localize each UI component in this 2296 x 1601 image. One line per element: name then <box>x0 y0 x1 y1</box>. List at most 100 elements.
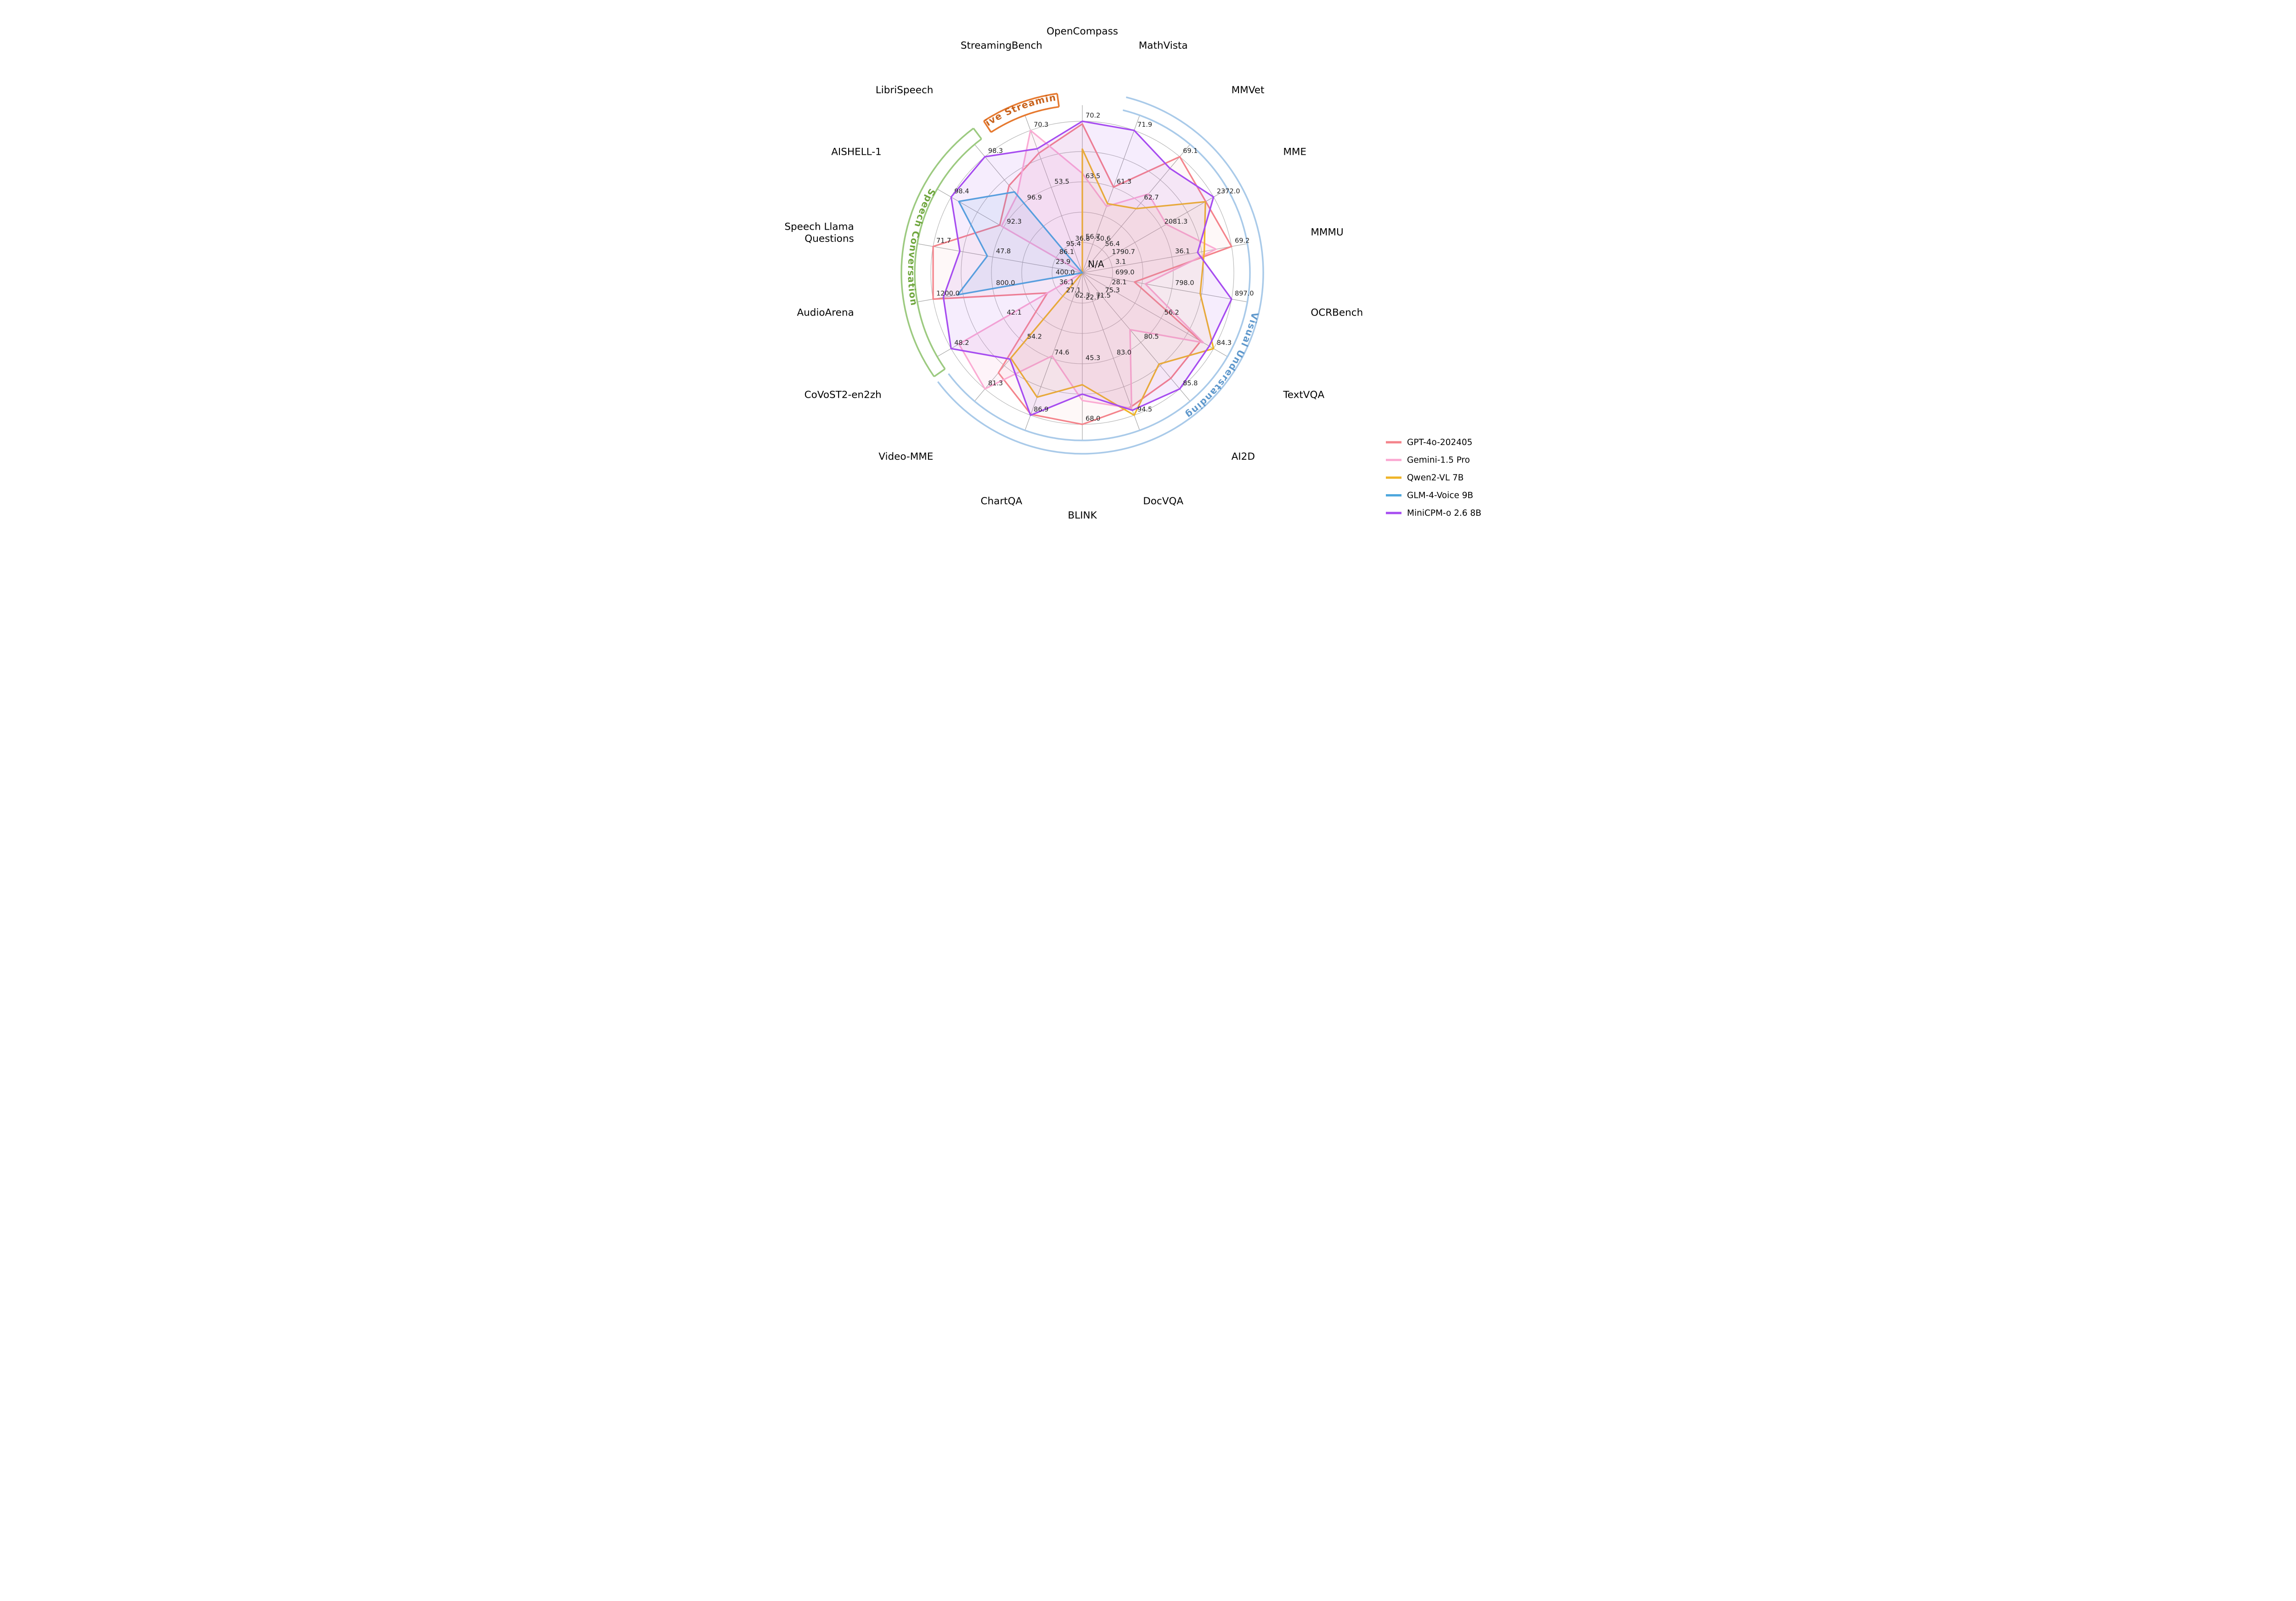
series-polygon-gemini-1-5-pro <box>958 130 1217 409</box>
axis-name-speech-llama-questions: Speech Llama Questions <box>784 221 854 244</box>
axis-name-docvqa: DocVQA <box>1143 496 1183 507</box>
ring-label-librispeech-r3: 96.9 <box>1027 194 1042 201</box>
legend: GPT-4o-202405 Gemini-1.5 Pro Qwen2-VL 7B GL… <box>1386 438 1481 518</box>
legend-label-gemini-1-5-pro: Gemini-1.5 Pro <box>1407 456 1470 465</box>
ring-label-ai2d-r1: 75.3 <box>1105 287 1120 294</box>
axis-name-mathvista: MathVista <box>1139 40 1188 51</box>
axis-spoke-speech-llama-questions <box>917 243 1083 273</box>
axis-name-audioarena: AudioArena <box>797 307 854 319</box>
ring-label-mathvista-r3: 61.3 <box>1117 178 1131 186</box>
ring-label-blink-r1: 22.7 <box>1086 294 1100 301</box>
legend-item-glm-4-voice-9b: GLM-4-Voice 9B <box>1386 491 1473 501</box>
legend-label-minicpm-o-2-6-8b: MiniCPM-o 2.6 8B <box>1407 508 1481 518</box>
group-arc-outer-speech-conversation <box>900 127 974 377</box>
ring-label-textvqa-r1: 28.1 <box>1112 279 1126 286</box>
group-arc-outer-live-streaming <box>983 93 1058 122</box>
group-arc-cap-speech-conversation-1 <box>973 128 982 140</box>
ring-label-aishell-1-r3: 92.3 <box>1007 218 1022 225</box>
ring-label-mme-r5: 2372.0 <box>1217 188 1240 195</box>
series-polygon-minicpm-o-2-6-8b <box>942 120 1232 416</box>
ring-label-docvqa-r3: 83.0 <box>1117 349 1131 356</box>
ring-label-speech-llama-questions-r1: 23.9 <box>1056 259 1070 266</box>
ring-label-ocrbench-r1: 699.0 <box>1115 269 1135 276</box>
ring-label-ai2d-r3: 80.5 <box>1144 333 1159 341</box>
group-arc-outer-visual-understanding <box>937 96 1264 455</box>
axis-name-ai2d: AI2D <box>1232 451 1255 462</box>
series-polygon-qwen2-vl-7b <box>1010 148 1215 416</box>
legend-label-gpt-4o-202405: GPT-4o-202405 <box>1407 438 1473 447</box>
ring-label-chartqa-r1: 62.3 <box>1075 292 1090 299</box>
ring-label-chartqa-r5: 86.9 <box>1034 406 1048 413</box>
group-arc-cap-live-streaming-1 <box>1056 93 1060 107</box>
group-arc-inner-speech-conversation <box>914 138 982 370</box>
ring-label-audioarena-r5: 1200.0 <box>936 290 960 297</box>
ring-label-speech-llama-questions-r3: 47.8 <box>996 248 1011 255</box>
group-arc-cap-live-streaming-0 <box>983 120 992 133</box>
axis-spoke-mme <box>1082 189 1228 273</box>
ring-label-streamingbench-r3: 53.5 <box>1054 178 1069 186</box>
axis-spoke-streamingbench <box>1024 115 1083 273</box>
ring-label-mmvet-r3: 62.7 <box>1144 194 1159 201</box>
axis-name-aishell-1: AISHELL-1 <box>831 147 881 158</box>
ring-label-librispeech-r1: 95.4 <box>1066 240 1081 248</box>
ring-label-ai2d-r5: 85.8 <box>1183 380 1198 387</box>
ring-label-covost2-en2zh-r1: 36.1 <box>1059 279 1074 286</box>
legend-item-qwen2-vl-7b: Qwen2-VL 7B <box>1386 473 1463 483</box>
axis-name-streamingbench: StreamingBench <box>961 40 1042 51</box>
ring-label-audioarena-r1: 400.0 <box>1056 269 1075 276</box>
ring-label-mmvet-r1: 56.4 <box>1105 240 1120 248</box>
ring-label-aishell-1-r1: 86.1 <box>1059 248 1074 256</box>
axis-spoke-ocrbench <box>1082 272 1248 302</box>
ring-label-mmmu-r5: 69.2 <box>1235 237 1249 245</box>
ring-label-mmmu-r1: 3.1 <box>1115 259 1126 266</box>
ring-label-docvqa-r1: 71.5 <box>1096 292 1111 299</box>
legend-label-qwen2-vl-7b: Qwen2-VL 7B <box>1407 473 1463 483</box>
ring-label-chartqa-r3: 74.6 <box>1054 349 1069 356</box>
legend-label-glm-4-voice-9b: GLM-4-Voice 9B <box>1407 491 1473 501</box>
ring-label-ocrbench-r5: 897.0 <box>1235 290 1254 297</box>
ring-label-mathvista-r1: 50.6 <box>1096 235 1111 242</box>
axis-spoke-mmmu <box>1082 243 1248 273</box>
ring-label-streamingbench-r1: 36.8 <box>1075 235 1090 242</box>
ring-label-mmmu-r3: 36.1 <box>1175 248 1190 255</box>
axis-name-covost2-en2zh: CoVoST2-en2zh <box>805 389 882 401</box>
axis-spoke-chartqa <box>1024 272 1083 431</box>
ring-label-opencompass-r3: 63.5 <box>1086 173 1100 180</box>
ring-label-blink-r5: 68.0 <box>1086 415 1100 423</box>
ring-label-opencompass-r1: 56.7 <box>1086 233 1100 241</box>
ring-label-audioarena-r3: 800.0 <box>996 279 1015 287</box>
ring-label-streamingbench-r5: 70.3 <box>1034 121 1048 129</box>
series-polygon-glm-4-voice-9b <box>957 191 1083 296</box>
axis-name-ocrbench: OCRBench <box>1311 307 1363 319</box>
axis-names: OpenCompass MathVista MMVet MME MMMU OCRBench… <box>784 26 1363 521</box>
ring-label-ocrbench-r3: 798.0 <box>1175 279 1194 287</box>
series-polygons <box>932 120 1232 425</box>
legend-item-minicpm-o-2-6-8b: MiniCPM-o 2.6 8B <box>1386 508 1481 518</box>
ring-label-video-mme-r5: 81.3 <box>988 380 1003 387</box>
axis-spoke-docvqa <box>1082 272 1140 431</box>
ring-label-mathvista-r5: 71.9 <box>1137 121 1152 129</box>
legend-item-gemini-1-5-pro: Gemini-1.5 Pro <box>1386 456 1470 465</box>
ring-label-blink-r3: 45.3 <box>1086 355 1100 362</box>
ring-label-video-mme-r3: 54.2 <box>1027 333 1042 341</box>
axis-name-textvqa: TextVQA <box>1283 389 1324 401</box>
axis-name-mmmu: MMMU <box>1311 226 1343 238</box>
axis-name-librispeech: LibriSpeech <box>876 85 934 96</box>
ring-label-aishell-1-r5: 98.4 <box>954 188 969 195</box>
ring-label-mmvet-r5: 69.1 <box>1183 147 1198 155</box>
ring-label-textvqa-r5: 84.3 <box>1217 339 1232 347</box>
ring-label-opencompass-r5: 70.2 <box>1086 112 1100 119</box>
ring-label-docvqa-r5: 94.5 <box>1137 406 1152 413</box>
ring-label-librispeech-r5: 98.3 <box>988 147 1003 155</box>
legend-item-gpt-4o-202405: GPT-4o-202405 <box>1386 438 1473 447</box>
ring-label-speech-llama-questions-r5: 71.7 <box>936 237 951 245</box>
axis-spoke-mathvista <box>1082 115 1140 273</box>
group-arc-inner-live-streaming <box>990 106 1059 133</box>
group-label-live-streaming: Live Streaming <box>758 0 1057 128</box>
ring-label-mme-r1: 1790.7 <box>1112 248 1135 256</box>
ring-label-covost2-en2zh-r5: 48.2 <box>954 339 969 347</box>
axis-name-opencompass: OpenCompass <box>1047 26 1118 37</box>
ring-label-mme-r3: 2081.3 <box>1164 218 1187 225</box>
